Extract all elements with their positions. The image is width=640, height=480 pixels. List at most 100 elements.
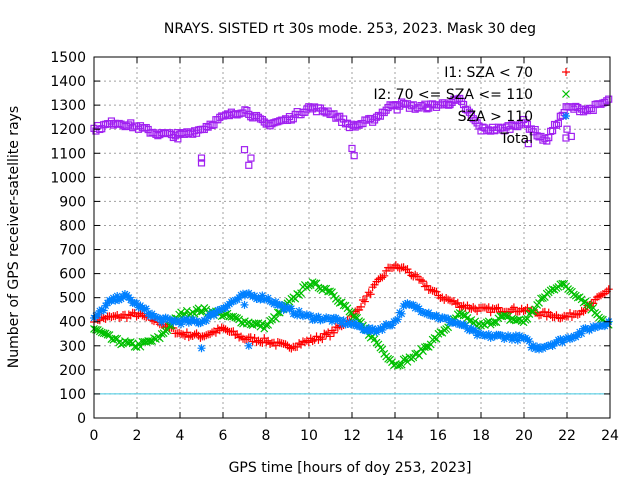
data-point xyxy=(434,314,443,323)
data-point xyxy=(217,305,226,314)
data-point xyxy=(184,333,193,342)
y-tick-label: 400 xyxy=(59,315,86,331)
data-point xyxy=(322,313,331,322)
data-point xyxy=(99,306,108,315)
data-point xyxy=(550,313,559,322)
data-point xyxy=(566,308,575,317)
data-point xyxy=(550,339,559,348)
y-axis-label: Number of GPS receiver-satellite rays xyxy=(6,106,22,368)
legend-marker xyxy=(562,68,570,76)
data-point xyxy=(186,316,195,325)
legend-marker xyxy=(562,112,570,120)
data-point xyxy=(457,302,466,311)
data-point xyxy=(378,325,387,334)
data-point xyxy=(380,271,389,280)
data-point xyxy=(235,333,244,342)
data-point xyxy=(374,275,383,284)
data-point xyxy=(175,328,184,337)
y-tick-label: 1200 xyxy=(50,122,86,138)
data-point xyxy=(403,265,412,274)
legend: I1: SZA < 70 I2: 70 <= SZA <= 110 SZA > 11… xyxy=(373,65,570,147)
data-point xyxy=(411,270,420,279)
data-point xyxy=(258,291,267,300)
data-point xyxy=(573,310,582,319)
data-point xyxy=(595,322,604,331)
outlier-point xyxy=(244,341,253,350)
data-point xyxy=(161,313,170,322)
data-point xyxy=(165,315,174,324)
data-point xyxy=(554,119,563,128)
outlier-point xyxy=(567,132,575,141)
data-point xyxy=(248,337,257,346)
data-point xyxy=(461,321,470,330)
data-point xyxy=(177,329,186,338)
data-point xyxy=(157,318,166,327)
data-point xyxy=(173,317,182,326)
data-point xyxy=(401,300,410,309)
y-tick-label: 1300 xyxy=(50,98,86,114)
data-point xyxy=(432,311,441,320)
data-point xyxy=(202,316,211,325)
data-point xyxy=(332,114,340,122)
outlier-point xyxy=(350,152,358,160)
data-point xyxy=(418,277,427,286)
x-tick-label: 4 xyxy=(176,428,185,444)
data-point xyxy=(529,341,538,350)
data-point xyxy=(177,308,185,317)
data-point xyxy=(157,330,166,338)
data-point xyxy=(264,320,273,329)
data-point xyxy=(314,312,323,321)
data-point xyxy=(355,121,363,129)
data-point xyxy=(605,95,613,103)
data-point xyxy=(335,299,344,307)
data-point xyxy=(136,342,145,351)
x-tick-label: 20 xyxy=(515,428,533,444)
data-point xyxy=(547,127,555,135)
data-point xyxy=(451,299,460,308)
data-point xyxy=(271,297,280,306)
data-point xyxy=(560,311,569,320)
data-point xyxy=(484,303,493,312)
data-point xyxy=(260,118,268,126)
data-point xyxy=(426,285,435,294)
data-point xyxy=(492,304,501,313)
data-point xyxy=(99,314,108,323)
data-point xyxy=(217,323,226,332)
data-point xyxy=(200,316,209,325)
legend-marker xyxy=(562,134,570,142)
data-point xyxy=(397,360,406,369)
data-point xyxy=(589,106,597,115)
data-point xyxy=(328,317,337,326)
x-tick-label: 8 xyxy=(262,428,271,444)
data-point xyxy=(573,330,582,339)
data-point xyxy=(422,342,431,351)
data-point xyxy=(366,290,375,299)
data-point xyxy=(535,299,543,307)
outlier-point xyxy=(197,154,206,162)
data-point xyxy=(469,115,477,123)
data-point xyxy=(513,336,522,345)
x-tick-label: 16 xyxy=(429,428,447,444)
data-point xyxy=(138,311,147,320)
data-point xyxy=(471,117,479,125)
data-point xyxy=(529,128,537,136)
data-point xyxy=(190,330,199,339)
outlier-point xyxy=(247,154,255,162)
data-point xyxy=(252,319,261,328)
data-point xyxy=(395,264,404,273)
y-tick-label: 100 xyxy=(59,387,86,403)
data-point xyxy=(533,342,542,351)
data-point xyxy=(391,261,400,270)
x-tick-label: 2 xyxy=(133,428,142,444)
data-point xyxy=(107,313,116,322)
x-tick-label: 18 xyxy=(472,428,490,444)
data-point xyxy=(91,311,100,320)
data-point xyxy=(211,309,220,318)
data-point xyxy=(446,296,455,305)
x-tick-label: 24 xyxy=(601,428,619,444)
data-point xyxy=(298,312,307,321)
y-tick-label: 800 xyxy=(59,218,86,234)
outlier-point xyxy=(423,103,431,112)
series-4 xyxy=(90,94,613,169)
